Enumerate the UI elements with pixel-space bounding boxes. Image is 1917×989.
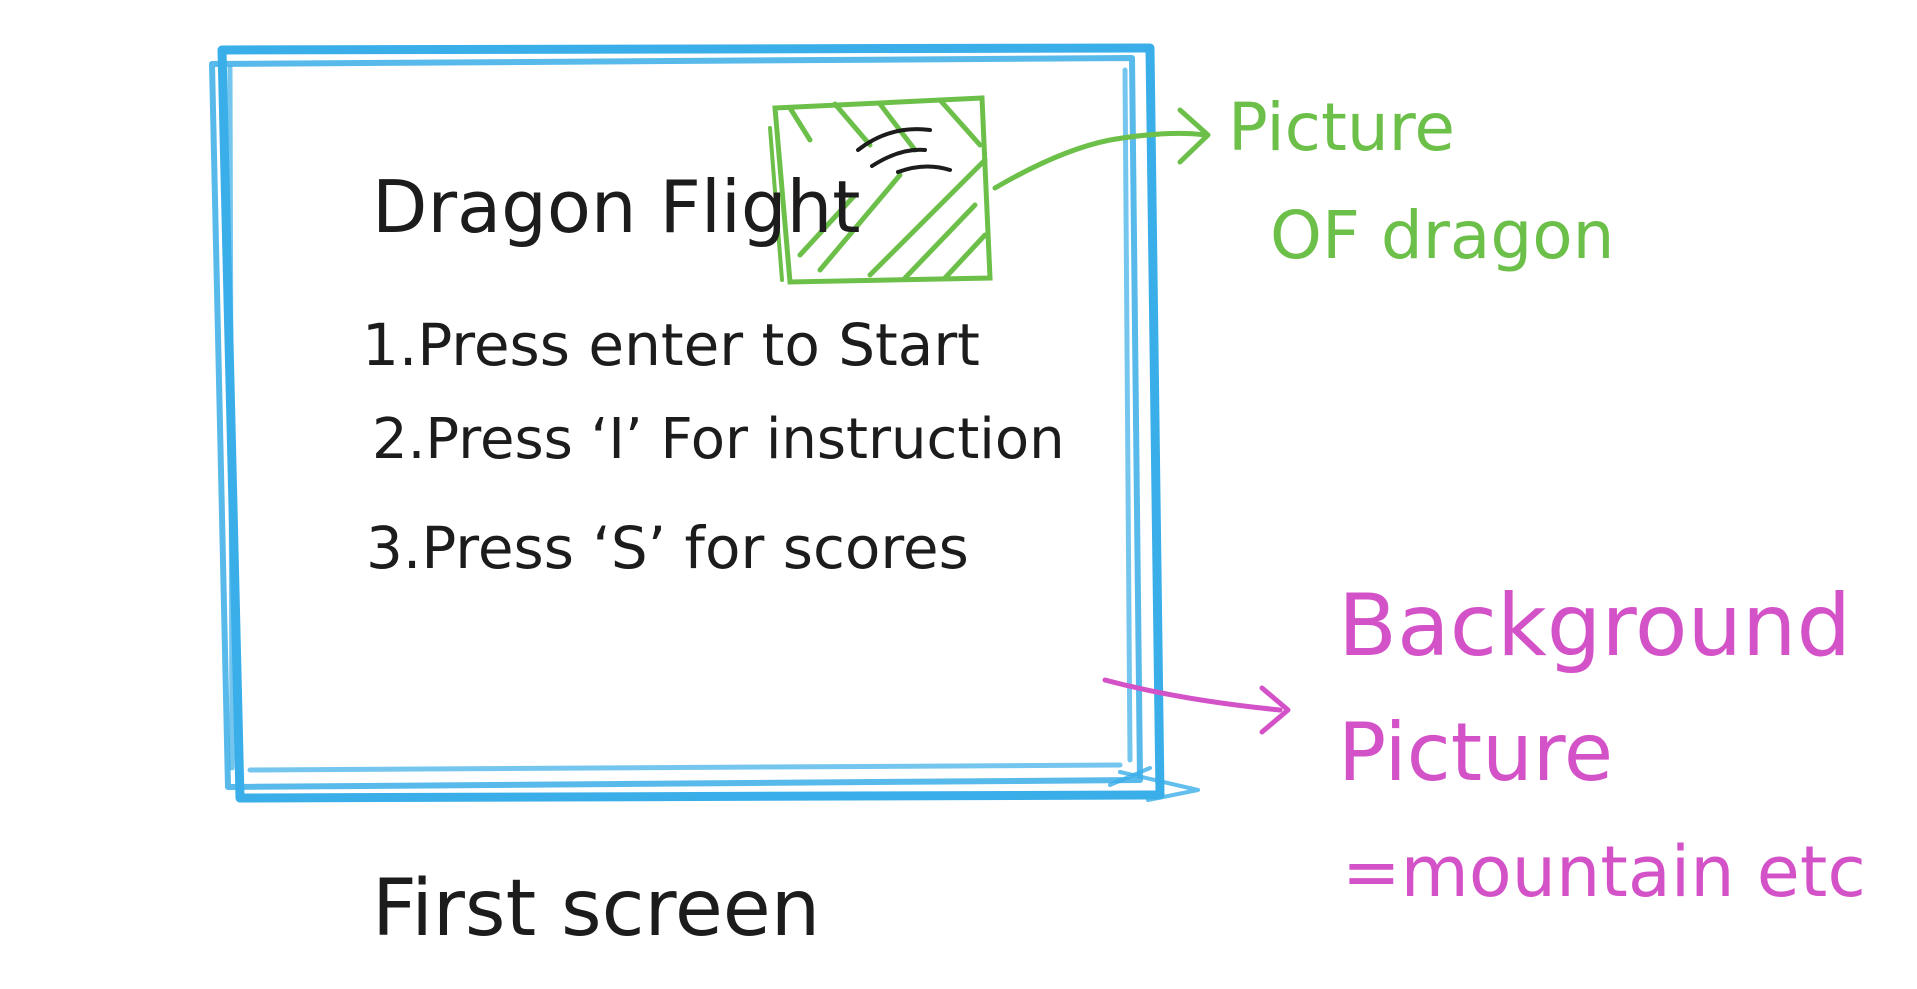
dragon-annotation-line-2: OF dragon bbox=[1270, 197, 1614, 274]
dragon-scribble bbox=[856, 127, 952, 174]
screen-caption: First screen bbox=[372, 864, 820, 954]
background-annotation-line-3: =mountain etc bbox=[1342, 831, 1866, 913]
background-annotation-line-1: Background bbox=[1338, 576, 1851, 676]
screen-frame bbox=[209, 43, 1200, 803]
background-annotation-arrow bbox=[1102, 677, 1291, 735]
menu-item-start: 1.Press enter to Start bbox=[362, 311, 980, 379]
dragon-picture-placeholder bbox=[768, 95, 993, 285]
background-annotation-line-2: Picture bbox=[1338, 706, 1613, 799]
dragon-annotation-line-1: Picture bbox=[1228, 89, 1455, 166]
screen-title: Dragon Flight bbox=[372, 165, 860, 249]
menu-item-instruction: 2.Press ‘I’ For instruction bbox=[372, 407, 1065, 472]
dragon-annotation-arrow bbox=[992, 107, 1211, 191]
menu-item-scores: 3.Press ‘S’ for scores bbox=[366, 514, 969, 582]
